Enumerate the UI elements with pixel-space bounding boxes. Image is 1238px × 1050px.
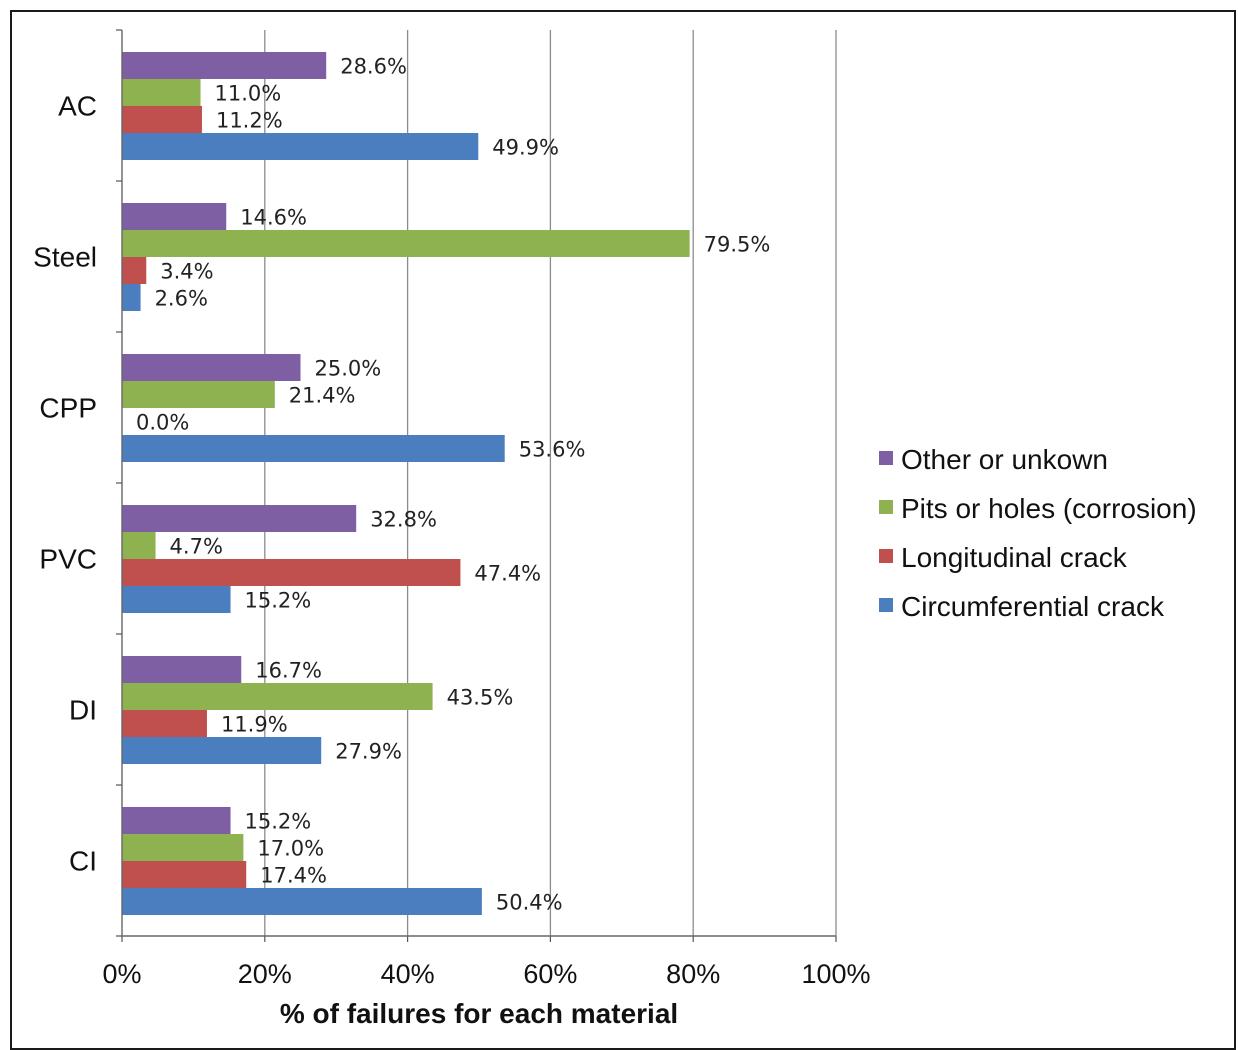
bar bbox=[122, 435, 505, 462]
legend-label: Longitudinal crack bbox=[901, 542, 1128, 573]
data-label: 15.2% bbox=[245, 810, 312, 834]
x-axis-title: % of failures for each material bbox=[280, 998, 678, 1029]
data-label: 25.0% bbox=[315, 357, 382, 381]
data-label: 27.9% bbox=[335, 740, 402, 764]
bar bbox=[122, 586, 231, 613]
bar bbox=[122, 354, 301, 381]
category-label: PVC bbox=[39, 544, 97, 575]
legend-swatch bbox=[879, 549, 893, 563]
x-tick-label: 0% bbox=[102, 959, 141, 989]
category-label: CI bbox=[69, 846, 97, 877]
data-label: 11.9% bbox=[221, 713, 288, 737]
bar bbox=[122, 203, 227, 230]
bar bbox=[122, 532, 156, 559]
data-label: 32.8% bbox=[370, 508, 437, 532]
category-label: Steel bbox=[33, 242, 97, 273]
x-tick-label: 60% bbox=[523, 959, 577, 989]
bar bbox=[122, 888, 482, 915]
data-label: 53.6% bbox=[519, 438, 586, 462]
data-label: 43.5% bbox=[447, 686, 514, 710]
data-label: 11.0% bbox=[215, 82, 282, 106]
category-label: CPP bbox=[39, 393, 97, 424]
bar bbox=[122, 230, 690, 257]
data-label: 16.7% bbox=[255, 659, 322, 683]
bar bbox=[122, 106, 202, 133]
data-label: 50.4% bbox=[496, 891, 563, 915]
legend-label: Other or unkown bbox=[901, 444, 1108, 475]
bar bbox=[122, 133, 479, 160]
data-label: 17.0% bbox=[257, 837, 324, 861]
legend-label: Pits or holes (corrosion) bbox=[901, 493, 1197, 524]
bar bbox=[122, 710, 207, 737]
bar bbox=[122, 807, 231, 834]
legend-swatch bbox=[879, 451, 893, 465]
axes: 0% 20% 40% 60% 80% 100% AC Steel CPP PVC DI CI bbox=[33, 29, 871, 989]
data-label: 4.7% bbox=[170, 535, 223, 559]
legend: Other or unkown Pits or holes (corrosion)… bbox=[879, 444, 1197, 622]
x-tick-label: 80% bbox=[666, 959, 720, 989]
category-label: AC bbox=[58, 91, 97, 122]
bar bbox=[122, 559, 461, 586]
bar bbox=[122, 656, 242, 683]
bar bbox=[122, 505, 357, 532]
data-labels: 28.6% 11.0% 11.2% 49.9% 14.6% 79.5% 3.4% 2.6% 25… bbox=[136, 55, 770, 915]
legend-swatch bbox=[879, 500, 893, 514]
bar bbox=[122, 284, 141, 311]
bar bbox=[122, 52, 327, 79]
data-label: 49.9% bbox=[492, 136, 559, 160]
bars bbox=[122, 52, 690, 915]
data-label: 21.4% bbox=[289, 384, 356, 408]
bar bbox=[122, 381, 275, 408]
data-label: 17.4% bbox=[260, 864, 327, 888]
bar bbox=[122, 861, 247, 888]
bar bbox=[122, 737, 322, 764]
data-label: 79.5% bbox=[704, 233, 771, 257]
data-label: 28.6% bbox=[340, 55, 407, 79]
category-label: DI bbox=[69, 695, 97, 726]
gridlines bbox=[264, 30, 837, 936]
data-label: 0.0% bbox=[136, 411, 189, 435]
bar bbox=[122, 257, 147, 284]
legend-label: Circumferential crack bbox=[901, 591, 1165, 622]
bar bbox=[122, 834, 244, 861]
data-label: 2.6% bbox=[155, 287, 208, 311]
data-label: 3.4% bbox=[160, 260, 213, 284]
x-tick-label: 40% bbox=[381, 959, 435, 989]
x-tick-label: 100% bbox=[801, 959, 870, 989]
bar bbox=[122, 79, 201, 106]
bar bbox=[122, 683, 433, 710]
data-label: 15.2% bbox=[245, 589, 312, 613]
data-label: 47.4% bbox=[474, 562, 541, 586]
data-label: 14.6% bbox=[240, 206, 307, 230]
x-tick-label: 20% bbox=[238, 959, 292, 989]
legend-swatch bbox=[879, 598, 893, 612]
data-label: 11.2% bbox=[216, 109, 283, 133]
